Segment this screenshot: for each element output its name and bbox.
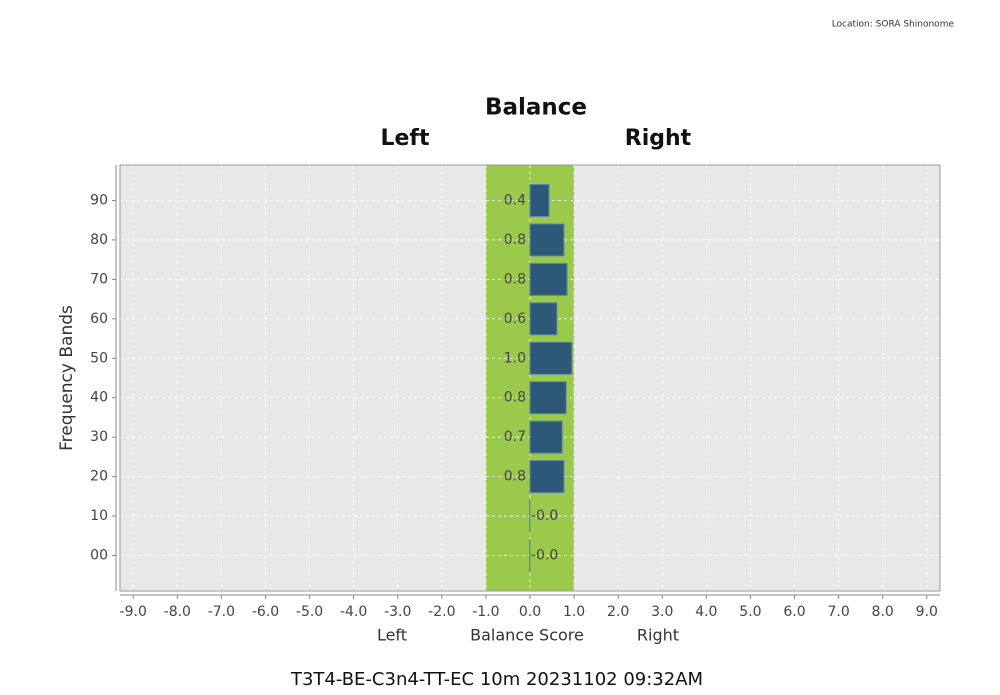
- value-label: 0.8: [504, 390, 526, 406]
- y-tick-label: 70: [90, 271, 108, 287]
- y-tick-label: 80: [90, 232, 108, 248]
- chart-title: Balance: [485, 95, 587, 121]
- bar: [529, 341, 573, 375]
- x-tick-label: -4.0: [340, 604, 367, 620]
- x-left-label: Left: [377, 626, 407, 645]
- x-tick-label: 7.0: [827, 604, 849, 620]
- bar: [529, 460, 565, 494]
- x-tick-label: -1.0: [472, 604, 499, 620]
- x-tick-label: 3.0: [651, 604, 673, 620]
- x-tick-label: -3.0: [384, 604, 411, 620]
- value-label: 0.4: [504, 193, 526, 209]
- value-label: 0.8: [504, 232, 526, 248]
- y-tick-label: 00: [90, 548, 108, 564]
- x-tick-label: 0.0: [519, 604, 541, 620]
- plot-border: [119, 164, 941, 592]
- x-tick-label: -2.0: [428, 604, 455, 620]
- bar: [529, 223, 565, 257]
- y-axis-label: Frequency Bands: [57, 305, 77, 451]
- x-tick-label: 4.0: [695, 604, 717, 620]
- value-label: 0.8: [504, 271, 526, 287]
- value-label: -0.0: [531, 548, 558, 564]
- bar: [529, 420, 563, 454]
- value-label: 0.6: [504, 311, 526, 327]
- y-tick-label: 30: [90, 429, 108, 445]
- x-axis-label: Balance Score: [470, 626, 584, 645]
- x-tick-label: 1.0: [563, 604, 585, 620]
- value-label: 1.0: [504, 350, 526, 366]
- bar: [529, 381, 567, 415]
- y-tick-label: 50: [90, 350, 108, 366]
- x-tick-label: 9.0: [916, 604, 938, 620]
- x-tick-label: 6.0: [783, 604, 805, 620]
- right-label: Right: [625, 126, 692, 151]
- bar: [529, 302, 558, 336]
- x-right-label: Right: [637, 626, 679, 645]
- footer: T3T4-BE-C3n4-TT-EC 10m 20231102 09:32AM: [290, 669, 703, 690]
- x-tick-label: 5.0: [739, 604, 761, 620]
- y-tick-label: 60: [90, 311, 108, 327]
- left-label: Left: [380, 126, 430, 151]
- x-tick-label: -8.0: [164, 604, 191, 620]
- y-tick-label: 40: [90, 390, 108, 406]
- x-tick-label: -5.0: [296, 604, 323, 620]
- y-tick-label: 20: [90, 469, 108, 485]
- value-label: -0.0: [531, 508, 558, 524]
- value-label: 0.8: [504, 469, 526, 485]
- x-tick-label: -9.0: [120, 604, 147, 620]
- bar: [529, 184, 550, 217]
- x-tick-label: -6.0: [252, 604, 279, 620]
- y-tick-label: 90: [90, 193, 108, 209]
- y-tick-label: 10: [90, 508, 108, 524]
- bar: [529, 262, 568, 296]
- location: Location: SORA Shinonome: [832, 20, 955, 30]
- x-tick-label: -7.0: [208, 604, 235, 620]
- x-tick-label: 8.0: [872, 604, 894, 620]
- x-tick-label: 2.0: [607, 604, 629, 620]
- value-label: 0.7: [504, 429, 526, 445]
